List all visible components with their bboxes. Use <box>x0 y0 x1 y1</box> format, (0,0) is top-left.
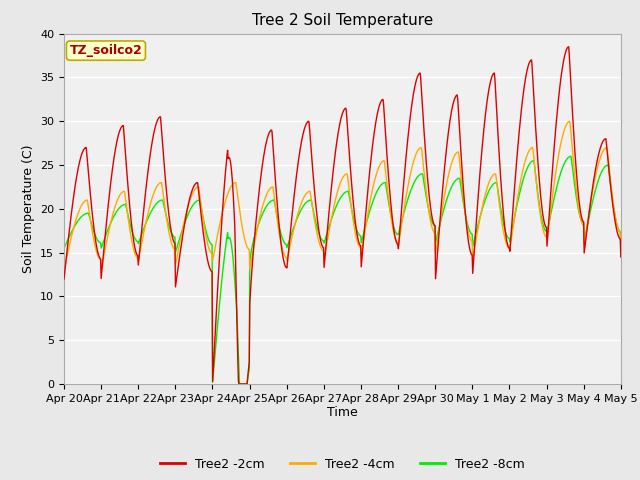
Tree2 -4cm <box>617 245 625 251</box>
Tree2 -4cm <box>348 205 355 211</box>
Tree2 -4cm <box>581 235 589 241</box>
Text: TZ_soilco2: TZ_soilco2 <box>70 44 142 57</box>
Tree2 -2cm <box>133 252 141 257</box>
Tree2 -2cm <box>565 44 573 49</box>
Y-axis label: Soil Temperature (C): Soil Temperature (C) <box>22 144 35 273</box>
Tree2 -2cm <box>463 228 471 233</box>
Line: Tree2 -8cm: Tree2 -8cm <box>64 156 621 384</box>
Tree2 -4cm <box>267 185 275 191</box>
X-axis label: Time: Time <box>327 407 358 420</box>
Tree2 -8cm <box>208 241 216 247</box>
Title: Tree 2 Soil Temperature: Tree 2 Soil Temperature <box>252 13 433 28</box>
Tree2 -4cm <box>208 251 216 256</box>
Line: Tree2 -4cm: Tree2 -4cm <box>64 121 621 270</box>
Tree2 -8cm <box>60 245 68 251</box>
Tree2 -2cm <box>208 269 216 275</box>
Tree2 -4cm <box>133 254 141 260</box>
Tree2 -8cm <box>348 208 356 214</box>
Tree2 -4cm <box>463 219 470 225</box>
Tree2 -8cm <box>567 154 575 159</box>
Legend: Tree2 -2cm, Tree2 -4cm, Tree2 -8cm: Tree2 -2cm, Tree2 -4cm, Tree2 -8cm <box>156 453 529 476</box>
Tree2 -2cm <box>268 127 275 133</box>
Tree2 -8cm <box>133 238 141 244</box>
Tree2 -2cm <box>348 185 356 191</box>
Tree2 -8cm <box>617 241 625 247</box>
Tree2 -8cm <box>236 381 243 387</box>
Tree2 -8cm <box>582 231 589 237</box>
Line: Tree2 -2cm: Tree2 -2cm <box>64 47 621 384</box>
Tree2 -4cm <box>566 119 573 124</box>
Tree2 -2cm <box>60 276 68 282</box>
Tree2 -8cm <box>463 219 471 225</box>
Tree2 -8cm <box>268 198 275 204</box>
Tree2 -2cm <box>235 381 243 387</box>
Tree2 -2cm <box>582 237 589 243</box>
Tree2 -4cm <box>60 267 68 273</box>
Tree2 -2cm <box>617 254 625 260</box>
